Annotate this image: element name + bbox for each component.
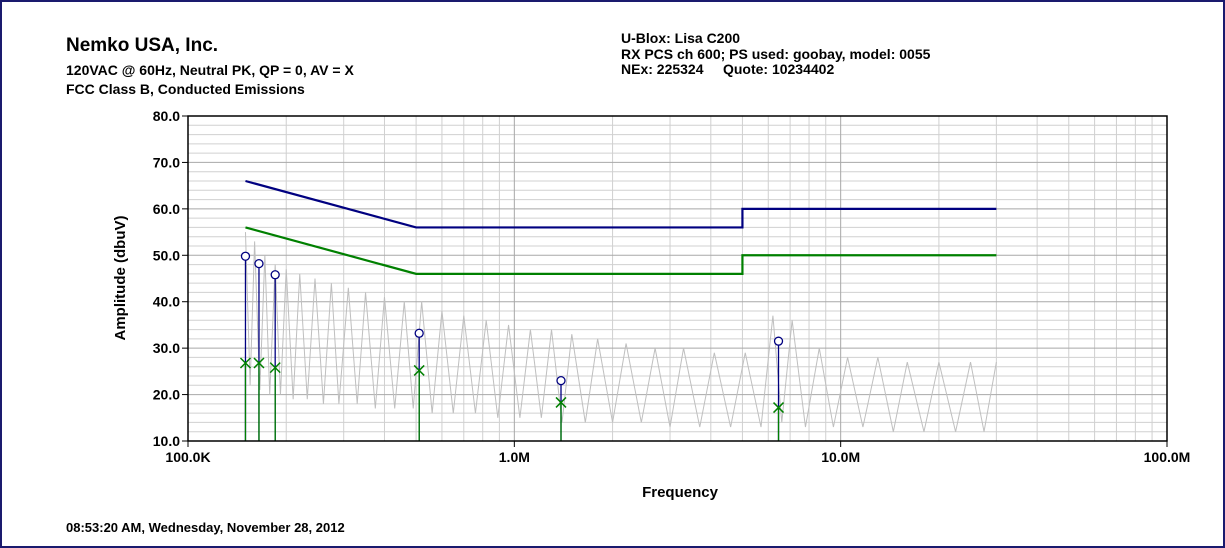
x-tick-label: 100.0K xyxy=(165,449,210,465)
plot-frame xyxy=(187,115,1168,442)
subtitle: FCC Class B, Conducted Emissions xyxy=(66,81,305,97)
peak-marker xyxy=(254,258,264,269)
trace xyxy=(245,226,997,275)
x-axis-label: Frequency xyxy=(642,484,719,501)
avg-marker xyxy=(772,402,785,414)
peak-marker xyxy=(270,270,280,280)
trace xyxy=(245,179,997,229)
x-tick-label: 1.0M xyxy=(499,449,530,465)
x-tick-label: 10.0M xyxy=(821,449,860,465)
avg-marker xyxy=(555,396,567,408)
y-tick-label: 60.0 xyxy=(153,201,180,217)
avg-marker xyxy=(413,364,425,376)
avg-marker xyxy=(269,362,281,374)
info: U-Blox: Lisa C200 xyxy=(621,30,740,46)
y-axis-label: Amplitude (dbuV) xyxy=(112,216,129,341)
y-tick-label: 70.0 xyxy=(153,154,180,170)
peak-marker xyxy=(240,251,251,261)
info: NEx: 225324 Quote: 10234402 xyxy=(621,61,834,77)
x-tick-label: 100.0M xyxy=(1144,449,1191,465)
y-tick-label: 80.0 xyxy=(153,108,180,124)
y-tick-label: 40.0 xyxy=(153,294,180,310)
y-tick-label: 20.0 xyxy=(153,387,180,403)
peak-marker xyxy=(773,336,784,346)
avg-marker xyxy=(253,357,265,369)
trace xyxy=(244,232,997,432)
footer: 08:53:20 AM, Wednesday, November 28, 201… xyxy=(66,520,345,535)
y-tick-label: 50.0 xyxy=(153,247,180,263)
peak-marker xyxy=(414,328,424,338)
company: Nemko USA, Inc. xyxy=(66,35,218,56)
peak-marker xyxy=(556,375,566,386)
avg-marker xyxy=(239,357,251,369)
y-tick-label: 10.0 xyxy=(153,433,180,449)
subtitle: 120VAC @ 60Hz, Neutral PK, QP = 0, AV = … xyxy=(66,62,354,78)
y-tick-label: 30.0 xyxy=(153,340,180,356)
info: RX PCS ch 600; PS used: goobay, model: 0… xyxy=(621,46,931,62)
